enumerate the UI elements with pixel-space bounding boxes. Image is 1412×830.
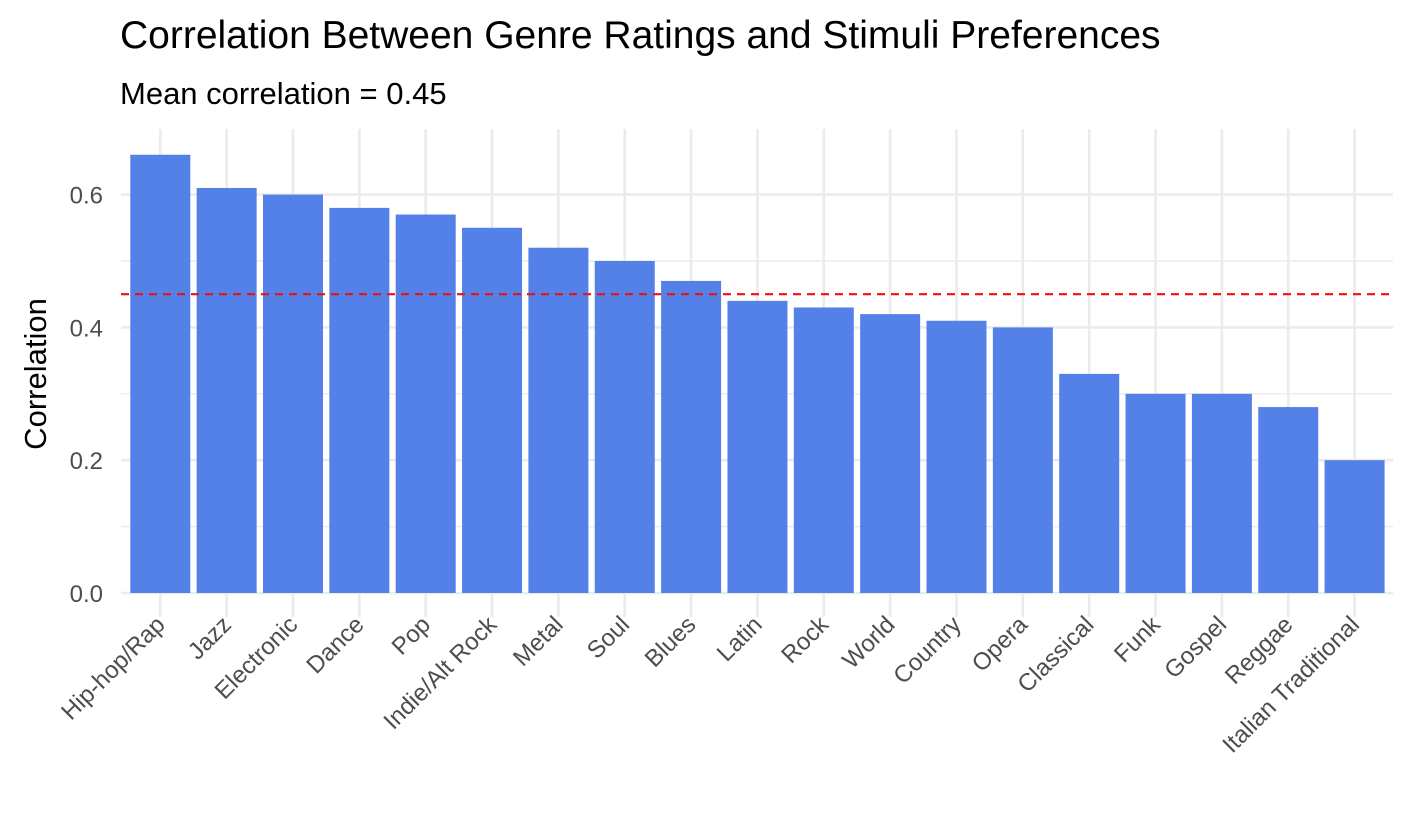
y-tick-label: 0.0 [70,581,103,608]
x-tick-label: Pop [387,611,436,660]
bar [130,154,191,593]
bar [860,314,921,593]
chart-subtitle: Mean correlation = 0.45 [120,76,447,111]
x-tick-label: Country [888,611,967,690]
x-tick-label: Indie/Alt Rock [378,610,502,734]
y-tick-label: 0.2 [70,448,103,475]
bar [395,214,456,593]
bar [1258,407,1319,593]
x-tick-label: Rock [776,610,834,668]
bar [1191,393,1252,593]
y-axis-label: Correlation [18,298,53,450]
bar [793,307,854,593]
y-tick-label: 0.4 [70,315,103,342]
x-tick-label: Jazz [183,611,237,665]
y-tick-label: 0.6 [70,183,103,210]
x-tick-label: Dance [301,611,369,679]
bar [1059,373,1120,593]
bar [926,320,987,593]
x-tick-label: Blues [640,611,702,673]
bar [992,327,1053,593]
bar [528,247,589,593]
bar [661,280,722,593]
x-tick-label: Funk [1109,610,1167,668]
bar [263,194,323,593]
x-tick-label: World [837,611,900,674]
y-tick-labels: 0.0 0.2 0.4 0.6 [70,183,103,608]
bar [462,227,523,594]
chart-title: Correlation Between Genre Ratings and St… [120,14,1161,57]
x-tick-label: Soul [582,611,635,664]
x-tick-label: Hip-hop/Rap [56,611,170,725]
bar [594,261,655,593]
bar [727,300,788,593]
bars [130,154,1385,594]
bar [196,187,257,593]
bar [329,207,390,593]
bar [1125,393,1186,593]
x-tick-label: Metal [508,611,569,672]
bar [1324,460,1385,593]
x-tick-label: Latin [712,611,768,667]
